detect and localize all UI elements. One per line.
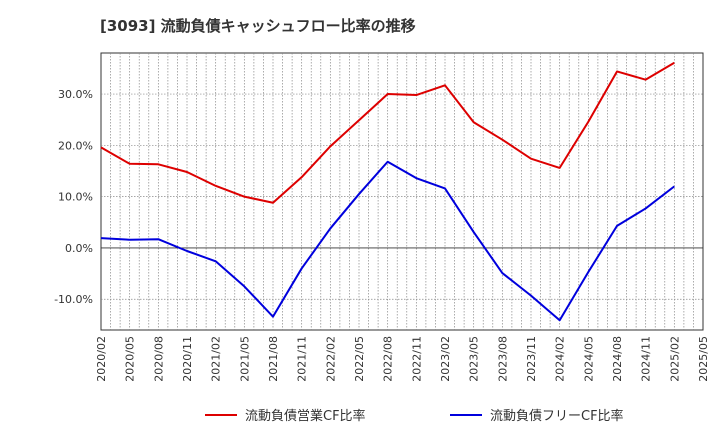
x-tick-label: 2020/02: [95, 336, 108, 382]
x-tick-label: 2020/05: [124, 336, 137, 382]
x-tick-label: 2024/02: [554, 336, 567, 382]
y-tick-label: -10.0%: [54, 293, 93, 306]
x-tick-label: 2023/02: [439, 336, 452, 382]
y-axis: -10.0% 0.0% 10.0% 20.0% 30.0%: [54, 88, 93, 306]
legend-label-2: 流動負債フリーCF比率: [490, 408, 624, 424]
x-tick-label: 2022/05: [353, 336, 366, 382]
x-tick-label: 2023/05: [468, 336, 481, 382]
x-tick-label: 2024/08: [611, 336, 624, 382]
x-tick-label: 2021/02: [210, 336, 223, 382]
x-tick-label: 2024/05: [582, 336, 595, 382]
x-tick-label: 2020/11: [181, 336, 194, 382]
x-tick-label: 2023/11: [525, 336, 538, 382]
series-lines: [100, 61, 675, 322]
y-tick-label: 0.0%: [65, 242, 93, 255]
x-tick-label: 2022/08: [382, 336, 395, 382]
x-axis: 2020/02 2020/05 2020/08 2020/11 2021/02 2021/…: [95, 336, 710, 382]
x-tick-label: 2021/05: [238, 336, 251, 382]
y-tick-label: 10.0%: [58, 191, 93, 204]
series-line-2: [100, 160, 675, 322]
x-tick-label: 2020/08: [152, 336, 165, 382]
grid: [101, 53, 703, 330]
x-tick-label: 2022/11: [410, 336, 423, 382]
x-tick-label: 2021/11: [296, 336, 309, 382]
legend-label-1: 流動負債営業CF比率: [245, 408, 366, 424]
x-tick-label: 2025/02: [668, 336, 681, 382]
chart-title: [3093] 流動負債キャッシュフロー比率の推移: [100, 17, 416, 35]
x-tick-label: 2025/05: [697, 336, 710, 382]
x-tick-label: 2021/08: [267, 336, 280, 382]
x-tick-label: 2022/02: [324, 336, 337, 382]
series-line-1: [100, 61, 675, 204]
x-tick-label: 2024/11: [640, 336, 653, 382]
legend: 流動負債営業CF比率 流動負債フリーCF比率: [205, 408, 624, 424]
y-tick-label: 20.0%: [58, 139, 93, 152]
plot-area: [100, 52, 704, 331]
y-tick-label: 30.0%: [58, 88, 93, 101]
x-tick-label: 2023/08: [496, 336, 509, 382]
